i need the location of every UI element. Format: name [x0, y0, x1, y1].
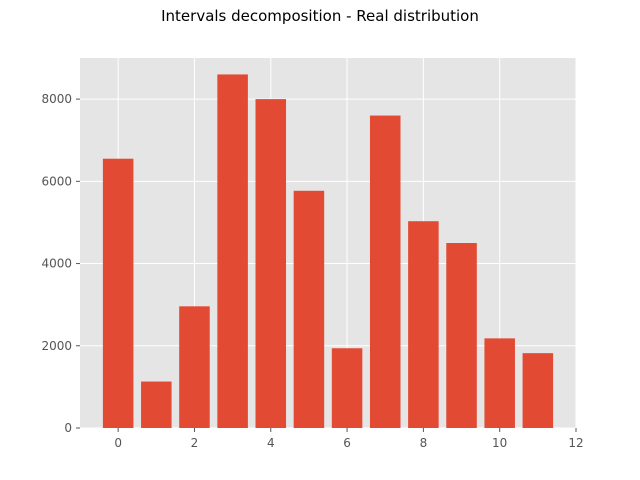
bar-5	[293, 190, 325, 428]
y-tick-label: 4000	[41, 257, 72, 271]
y-tick-label: 2000	[41, 339, 72, 353]
bar-7	[369, 115, 401, 429]
y-tick-label: 8000	[41, 92, 72, 106]
ticks: 0 2 4 6 8 10 12 0 2000 4000 6000 8000	[41, 92, 583, 450]
bar-4	[255, 99, 287, 428]
bar-1	[141, 381, 172, 428]
bar-8	[408, 221, 439, 428]
x-tick-label: 2	[191, 436, 199, 450]
x-tick-label: 4	[267, 436, 275, 450]
bar-2	[179, 306, 210, 428]
y-tick-label: 6000	[41, 174, 72, 188]
y-tick-label: 0	[64, 421, 72, 435]
bars	[102, 74, 554, 429]
bar-9	[446, 243, 477, 428]
x-tick-label: 12	[568, 436, 583, 450]
bar-6	[331, 348, 363, 428]
chart-title: Intervals decomposition - Real distribut…	[161, 7, 479, 25]
x-tick-label: 6	[343, 436, 351, 450]
x-tick-label: 10	[492, 436, 507, 450]
bar-3	[217, 74, 248, 428]
bar-10	[484, 338, 515, 428]
x-tick-label: 0	[114, 436, 122, 450]
bar-0	[102, 158, 134, 428]
x-tick-label: 8	[420, 436, 428, 450]
bar-11	[522, 353, 554, 428]
